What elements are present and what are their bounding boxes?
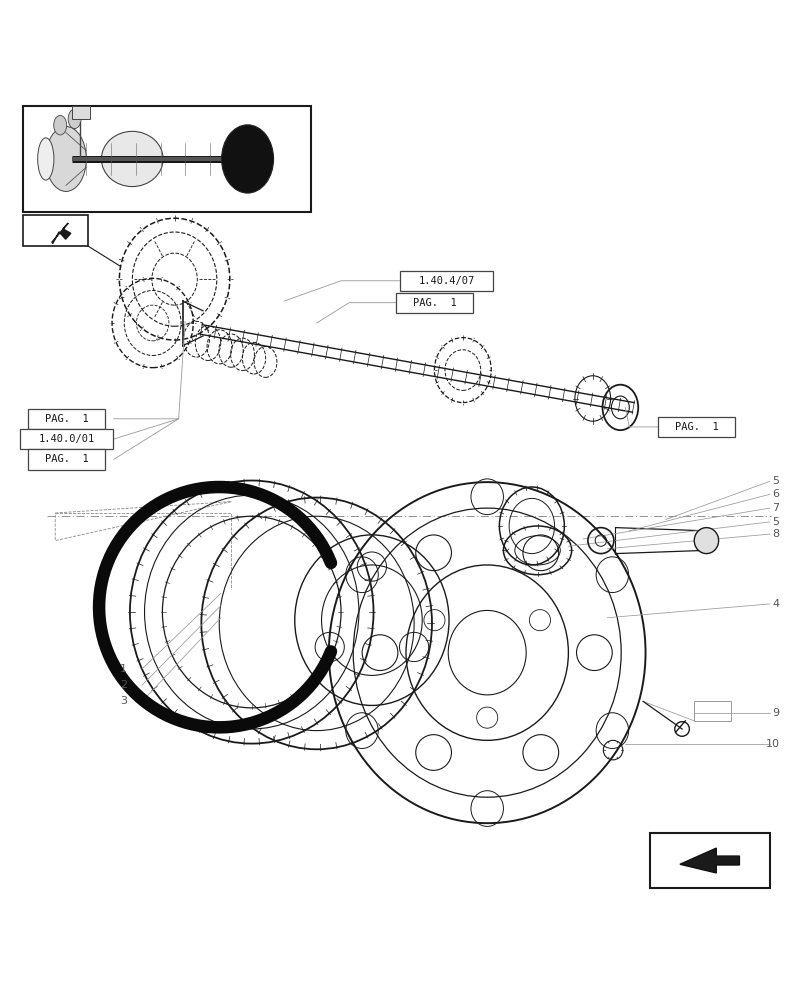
Bar xyxy=(657,417,735,437)
Bar xyxy=(23,106,311,212)
Text: 4: 4 xyxy=(771,599,779,609)
Text: 6: 6 xyxy=(771,489,779,499)
Ellipse shape xyxy=(101,131,163,187)
Bar xyxy=(71,106,90,119)
Text: 9: 9 xyxy=(771,708,779,718)
Bar xyxy=(23,215,88,246)
Text: 7: 7 xyxy=(771,503,779,513)
Text: 3: 3 xyxy=(120,696,127,706)
Ellipse shape xyxy=(54,115,67,135)
Bar xyxy=(19,429,114,449)
Text: 10: 10 xyxy=(765,739,779,749)
Text: PAG.  1: PAG. 1 xyxy=(45,414,88,424)
Ellipse shape xyxy=(693,528,718,554)
Text: 1.40.4/07: 1.40.4/07 xyxy=(418,276,474,286)
Text: 1.40.0/01: 1.40.0/01 xyxy=(38,434,95,444)
Ellipse shape xyxy=(221,125,273,193)
Bar xyxy=(399,271,492,291)
Text: 8: 8 xyxy=(771,529,779,539)
Text: 5: 5 xyxy=(771,517,779,527)
Ellipse shape xyxy=(37,138,54,180)
Bar xyxy=(396,293,472,313)
Ellipse shape xyxy=(68,109,81,129)
Text: 5: 5 xyxy=(771,476,779,486)
Bar xyxy=(28,409,105,429)
Text: PAG.  1: PAG. 1 xyxy=(45,454,88,464)
Bar xyxy=(649,833,769,888)
Bar xyxy=(693,701,730,721)
Polygon shape xyxy=(52,223,71,244)
Ellipse shape xyxy=(45,126,86,191)
Polygon shape xyxy=(679,848,739,873)
Bar xyxy=(28,449,105,470)
Text: PAG.  1: PAG. 1 xyxy=(412,298,456,308)
Text: 1: 1 xyxy=(120,664,127,674)
Text: 2: 2 xyxy=(120,680,127,690)
Text: PAG.  1: PAG. 1 xyxy=(674,422,718,432)
